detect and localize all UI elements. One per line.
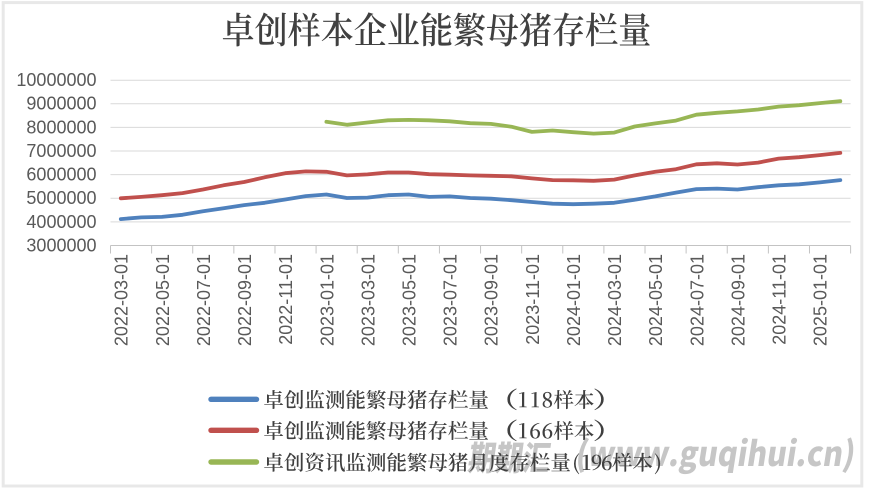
- svg-text:2024-07-01: 2024-07-01: [687, 254, 707, 346]
- svg-text:2023-03-01: 2023-03-01: [358, 254, 378, 346]
- svg-text:2024-01-01: 2024-01-01: [564, 254, 584, 346]
- svg-text:9000000: 9000000: [26, 94, 96, 114]
- svg-text:7000000: 7000000: [26, 141, 96, 161]
- svg-text:2022-07-01: 2022-07-01: [194, 254, 214, 346]
- svg-text:2025-01-01: 2025-01-01: [811, 254, 831, 346]
- svg-text:2023-01-01: 2023-01-01: [317, 254, 337, 346]
- svg-text:5000000: 5000000: [26, 188, 96, 208]
- svg-text:3000000: 3000000: [26, 235, 96, 255]
- svg-text:2022-05-01: 2022-05-01: [153, 254, 173, 346]
- svg-text:2024-11-01: 2024-11-01: [770, 254, 790, 345]
- svg-text:2024-05-01: 2024-05-01: [646, 254, 666, 346]
- svg-text:4000000: 4000000: [26, 212, 96, 232]
- svg-text:8000000: 8000000: [26, 117, 96, 137]
- svg-text:2024-03-01: 2024-03-01: [605, 254, 625, 346]
- svg-text:6000000: 6000000: [26, 165, 96, 185]
- svg-text:2022-09-01: 2022-09-01: [235, 254, 255, 346]
- svg-text:2022-11-01: 2022-11-01: [276, 254, 296, 345]
- svg-text:2024-09-01: 2024-09-01: [728, 254, 748, 346]
- svg-text:2023-09-01: 2023-09-01: [482, 254, 502, 346]
- svg-text:2023-07-01: 2023-07-01: [441, 254, 461, 346]
- svg-text:2023-11-01: 2023-11-01: [523, 254, 543, 345]
- svg-text:2023-05-01: 2023-05-01: [400, 254, 420, 346]
- svg-text:10000000: 10000000: [16, 70, 96, 90]
- svg-text:2022-03-01: 2022-03-01: [112, 254, 132, 346]
